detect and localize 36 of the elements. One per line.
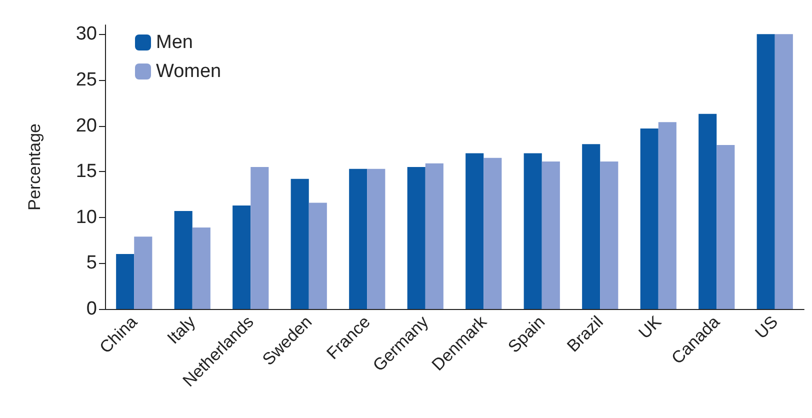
bar: [600, 162, 618, 309]
bar: [582, 144, 600, 309]
bar: [756, 34, 775, 309]
legend-label: Women: [156, 61, 222, 82]
y-tick-label: 0: [86, 298, 97, 320]
bar: [524, 153, 542, 309]
bar: [425, 163, 444, 309]
bar: [466, 153, 484, 309]
y-tick-label: 20: [76, 115, 97, 136]
y-tick-label: 15: [76, 161, 97, 182]
bar: [349, 168, 368, 309]
y-tick-label: 10: [76, 206, 97, 228]
bar: [698, 114, 717, 309]
bar: [367, 168, 386, 309]
x-tick-label: US: [751, 312, 782, 342]
bar: [232, 205, 251, 309]
bar: [174, 210, 192, 309]
bar: [640, 128, 658, 309]
x-tick-label: UK: [634, 312, 666, 342]
bar: [250, 167, 269, 309]
bar: [774, 34, 793, 309]
bar: [192, 227, 210, 309]
bar: [716, 145, 735, 309]
bar: [542, 162, 560, 309]
y-axis-title: Percentage: [25, 124, 44, 210]
bar: [484, 158, 502, 309]
bar: [407, 167, 426, 309]
bar: [134, 236, 152, 309]
y-tick-label: 5: [86, 252, 97, 274]
legend-label: Men: [156, 32, 193, 53]
y-tick-label: 30: [76, 24, 97, 45]
bar: [658, 122, 676, 309]
bar: [116, 254, 134, 309]
bar: [308, 202, 327, 309]
bar: [290, 178, 309, 309]
y-tick-label: 25: [76, 69, 97, 90]
